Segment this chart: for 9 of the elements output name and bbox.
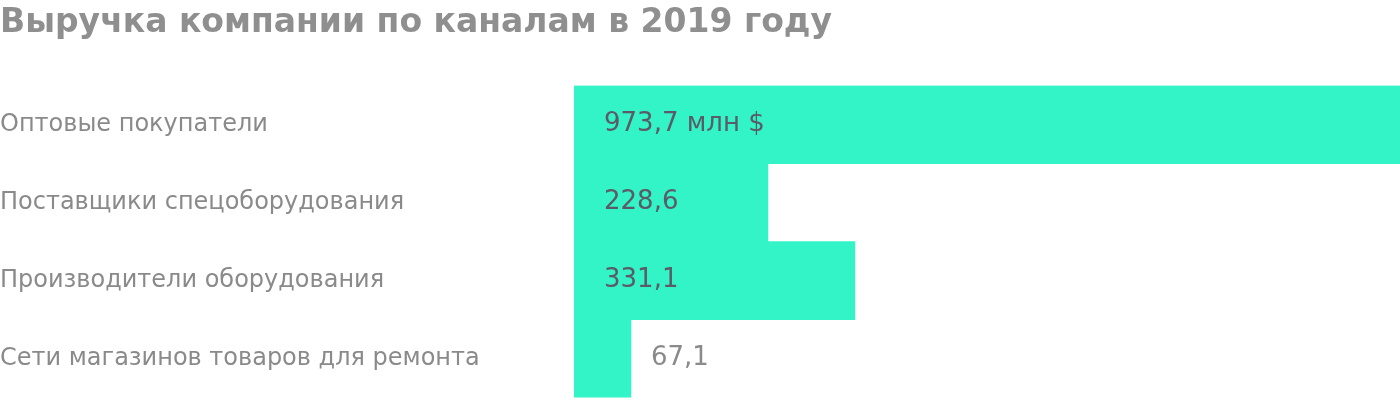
data-label: 973,7 млн $: [604, 107, 765, 138]
data-label: 331,1: [604, 263, 679, 294]
y-tick-label: Сети магазинов товаров для ремонта: [0, 342, 480, 371]
data-label: 67,1: [650, 341, 709, 372]
data-label: 228,6: [604, 185, 679, 216]
y-tick-label: Производители оборудования: [0, 264, 385, 293]
y-tick-label: Поставщики спецоборудования: [0, 186, 405, 215]
chart-title: Выручка компании по каналам в 2019 году: [0, 1, 832, 41]
y-tick-label: Оптовые покупатели: [0, 108, 268, 137]
